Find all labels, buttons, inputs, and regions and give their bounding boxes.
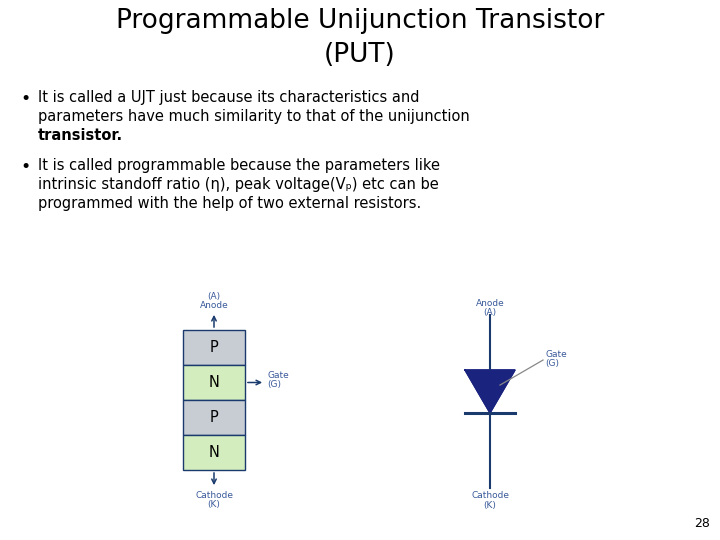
Text: programmed with the help of two external resistors.: programmed with the help of two external… <box>38 196 421 211</box>
Text: (G): (G) <box>545 359 559 368</box>
Text: intrinsic standoff ratio (η), peak voltage(Vₚ) etc can be: intrinsic standoff ratio (η), peak volta… <box>38 177 438 192</box>
Text: parameters have much similarity to that of the unijunction: parameters have much similarity to that … <box>38 109 469 124</box>
Text: P: P <box>210 340 218 355</box>
Bar <box>183 435 245 470</box>
Text: •: • <box>20 90 30 108</box>
Text: Gate: Gate <box>545 350 567 359</box>
Text: It is called a UJT just because its characteristics and: It is called a UJT just because its char… <box>38 90 420 105</box>
Bar <box>183 330 245 365</box>
Text: Cathode: Cathode <box>471 491 509 500</box>
Text: (A): (A) <box>483 308 497 317</box>
Text: N: N <box>209 445 220 460</box>
Text: 28: 28 <box>694 517 710 530</box>
Text: (A): (A) <box>207 292 220 301</box>
Bar <box>183 400 245 435</box>
Bar <box>183 365 245 400</box>
Text: Programmable Unijunction Transistor: Programmable Unijunction Transistor <box>116 8 604 34</box>
Polygon shape <box>465 370 515 413</box>
Text: Anode: Anode <box>476 299 505 308</box>
Text: Cathode: Cathode <box>195 491 233 500</box>
Text: (G): (G) <box>267 380 281 388</box>
Text: It is called programmable because the parameters like: It is called programmable because the pa… <box>38 158 440 173</box>
Text: P: P <box>210 410 218 425</box>
Text: (K): (K) <box>484 501 496 510</box>
Text: (PUT): (PUT) <box>324 42 396 68</box>
Text: N: N <box>209 375 220 390</box>
Text: (K): (K) <box>207 500 220 509</box>
Text: transistor.: transistor. <box>38 128 123 143</box>
Text: •: • <box>20 158 30 176</box>
Text: Anode: Anode <box>199 301 228 310</box>
Text: Gate: Gate <box>267 370 289 380</box>
